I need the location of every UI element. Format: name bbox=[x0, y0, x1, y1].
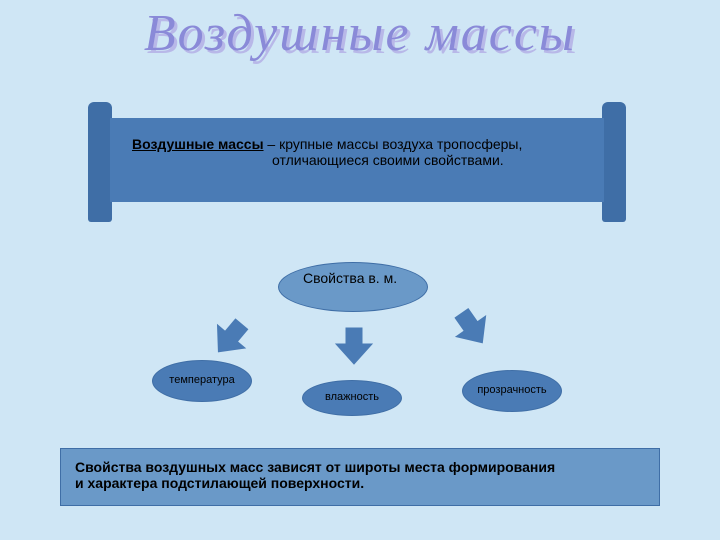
definition-line1: Воздушные массы – крупные массы воздуха … bbox=[132, 136, 582, 152]
property-label: прозрачность bbox=[477, 385, 546, 397]
definition-term: Воздушные массы bbox=[132, 136, 264, 152]
arrow-left bbox=[202, 310, 258, 366]
definition-rest: – крупные массы воздуха тропосферы, bbox=[264, 136, 523, 152]
definition-line2: отличающиеся своими свойствами. bbox=[132, 152, 582, 168]
property-transparency: прозрачность bbox=[462, 370, 562, 412]
definition-banner: Воздушные массы – крупные массы воздуха … bbox=[110, 118, 604, 202]
property-humidity: влажность bbox=[302, 380, 402, 416]
slide-title: Воздушные массы bbox=[0, 4, 720, 63]
footer-line1: Свойства воздушных масс зависят от широт… bbox=[75, 459, 645, 475]
center-node-label: Свойства в. м. bbox=[303, 271, 397, 286]
scroll-end-left bbox=[88, 102, 112, 222]
property-temperature: температура bbox=[152, 360, 252, 402]
property-label: влажность bbox=[325, 392, 379, 404]
center-node: Свойства в. м. bbox=[278, 262, 428, 312]
arrow-right bbox=[444, 300, 500, 356]
scroll-end-right bbox=[602, 102, 626, 222]
footer-note: Свойства воздушных масс зависят от широт… bbox=[60, 448, 660, 506]
footer-line2: и характера подстилающей поверхности. bbox=[75, 475, 645, 491]
arrow-middle bbox=[334, 326, 374, 366]
property-label: температура bbox=[169, 375, 234, 387]
